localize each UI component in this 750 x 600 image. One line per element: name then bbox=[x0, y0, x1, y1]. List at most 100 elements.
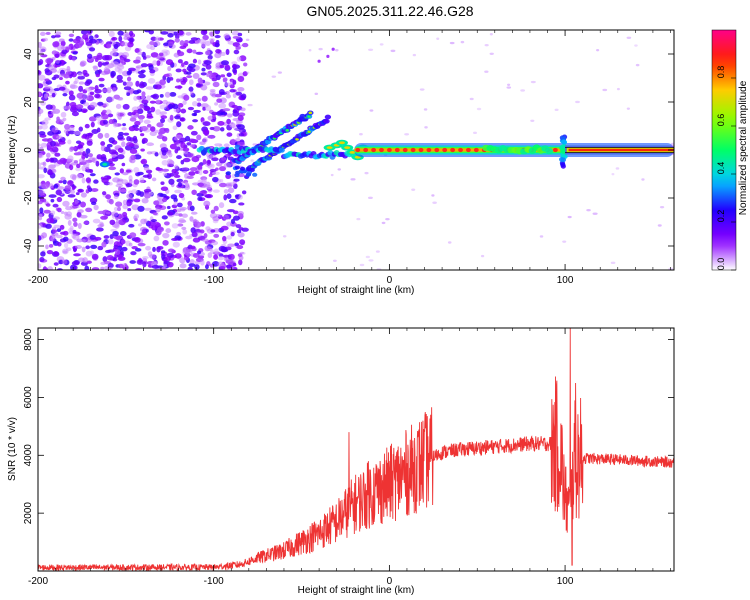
spectral-cell bbox=[192, 72, 200, 80]
spectral-cell bbox=[176, 30, 184, 36]
spectral-cell bbox=[233, 178, 240, 182]
spectral-cell bbox=[155, 206, 161, 213]
spectral-cell bbox=[241, 42, 249, 48]
spectral-cell bbox=[51, 127, 59, 133]
spectral-cell bbox=[182, 229, 188, 235]
spectral-cell bbox=[201, 95, 208, 102]
spectral-cell bbox=[332, 259, 337, 262]
spectral-cell bbox=[51, 92, 56, 98]
spectral-cell bbox=[209, 168, 217, 173]
spectral-cell bbox=[194, 221, 202, 228]
spectral-cell bbox=[40, 100, 46, 106]
spectral-cell bbox=[236, 244, 244, 250]
spectral-cell bbox=[57, 207, 62, 213]
spectral-cell bbox=[159, 111, 168, 115]
spectral-cell bbox=[212, 125, 221, 132]
x-tick-label: 100 bbox=[557, 576, 574, 587]
spectral-cell bbox=[84, 265, 90, 270]
spectrogram-cells bbox=[38, 30, 674, 270]
spectral-cell bbox=[123, 86, 132, 91]
spectral-cell bbox=[520, 89, 526, 92]
spectral-cell bbox=[176, 121, 182, 128]
spectral-cell bbox=[186, 175, 194, 179]
spectral-cell bbox=[202, 34, 209, 41]
spectral-cell bbox=[84, 87, 92, 92]
spectral-cell bbox=[136, 259, 144, 265]
spectral-cell bbox=[133, 167, 140, 174]
spectral-cell bbox=[50, 236, 55, 242]
spectral-cell bbox=[173, 201, 178, 206]
spectral-cell bbox=[205, 184, 212, 190]
spectral-cell bbox=[215, 214, 221, 218]
spectral-cell bbox=[231, 61, 238, 65]
spectral-cell bbox=[149, 69, 156, 74]
spectral-cell bbox=[108, 119, 115, 125]
spectral-cell bbox=[146, 124, 152, 128]
spectral-cell bbox=[126, 193, 133, 199]
spectral-cell bbox=[196, 134, 202, 141]
spectral-cell bbox=[96, 54, 103, 61]
spectral-cell bbox=[177, 103, 184, 108]
spectral-cell bbox=[101, 241, 107, 248]
spectral-cell bbox=[38, 182, 42, 187]
spectral-cell bbox=[114, 222, 120, 229]
spectral-cell bbox=[106, 43, 111, 48]
spectral-cell bbox=[379, 43, 384, 46]
spectral-cell bbox=[101, 177, 109, 184]
spectral-cell bbox=[105, 61, 110, 65]
snr-axes: -200 -100 0 100 2000 4000 6000 8000 bbox=[23, 328, 674, 587]
spectral-cell bbox=[197, 196, 203, 201]
spectral-cell bbox=[80, 192, 87, 198]
spectral-cell bbox=[97, 61, 103, 68]
spectral-cell bbox=[126, 76, 132, 82]
spectral-cell bbox=[108, 30, 115, 38]
spectral-cell bbox=[231, 104, 238, 109]
snr-panel: -200 -100 0 100 2000 4000 6000 8000 Height of s… bbox=[7, 327, 675, 596]
spectral-cell bbox=[171, 103, 179, 110]
spectral-cell bbox=[184, 135, 191, 142]
spectral-cell bbox=[162, 172, 168, 176]
spectral-cell bbox=[115, 219, 121, 224]
spectral-cell bbox=[412, 53, 417, 57]
spectral-cell bbox=[137, 108, 144, 115]
spectral-cell bbox=[90, 201, 97, 206]
spectral-cell bbox=[229, 198, 237, 204]
spectral-cell bbox=[159, 94, 164, 98]
spectral-cell bbox=[116, 154, 125, 160]
spectral-cell bbox=[169, 92, 177, 97]
spectral-cell bbox=[207, 54, 213, 60]
spectral-cell bbox=[224, 82, 232, 87]
spectral-cell bbox=[227, 243, 236, 248]
spectral-cell bbox=[140, 125, 148, 132]
spectral-cell bbox=[223, 143, 230, 148]
spectral-cell bbox=[119, 57, 124, 64]
spectral-cell bbox=[220, 60, 229, 66]
spectrogram-marks bbox=[38, 30, 674, 270]
spectral-cell bbox=[96, 154, 103, 160]
spectral-cell bbox=[194, 264, 200, 270]
spectral-cell bbox=[223, 214, 230, 220]
spectral-cell bbox=[223, 162, 232, 168]
spectral-cell bbox=[97, 210, 106, 215]
spectral-cell bbox=[38, 58, 44, 65]
spectral-cell bbox=[559, 157, 565, 162]
spectral-cell bbox=[66, 158, 74, 163]
spectral-cell bbox=[144, 30, 151, 33]
spectral-cell bbox=[146, 142, 155, 147]
spectral-cell bbox=[554, 108, 559, 112]
spectral-cell bbox=[239, 251, 244, 255]
spectral-cell bbox=[404, 133, 410, 136]
spectral-cell bbox=[95, 73, 100, 78]
spectral-cell bbox=[100, 141, 106, 146]
spectral-cell bbox=[120, 239, 126, 245]
spectral-cell bbox=[186, 75, 193, 79]
spectral-cell bbox=[186, 152, 195, 158]
spectral-cell bbox=[210, 209, 216, 214]
spectral-cell bbox=[350, 178, 356, 181]
spectral-cell bbox=[52, 229, 58, 233]
spectral-cell bbox=[100, 70, 109, 76]
spectral-cell bbox=[73, 253, 81, 257]
spectral-cell bbox=[108, 166, 117, 171]
spectral-cell bbox=[139, 177, 145, 184]
spectral-cell bbox=[39, 256, 45, 263]
